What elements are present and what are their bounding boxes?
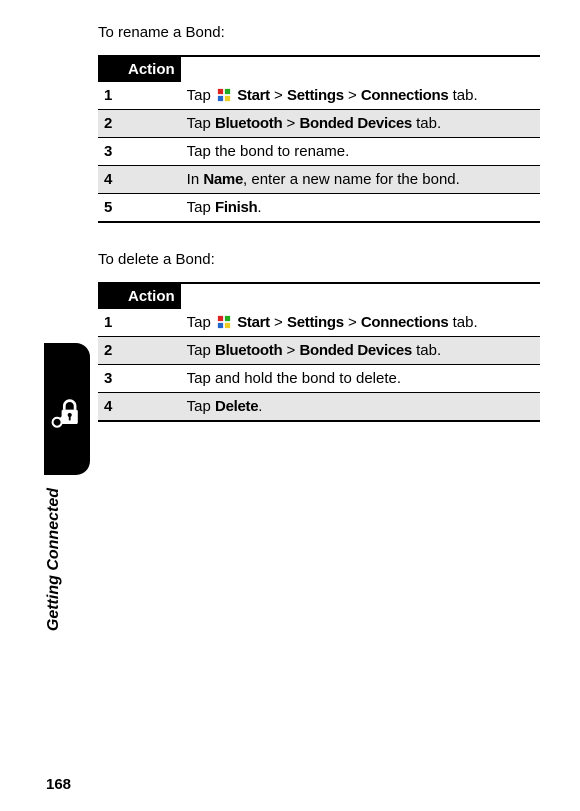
table-row: 2Tap Bluetooth > Bonded Devices tab.: [98, 110, 540, 138]
step-number: 2: [98, 110, 181, 138]
step-number: 3: [98, 365, 181, 393]
step-number: 3: [98, 138, 181, 166]
step-action: Tap the bond to rename.: [181, 138, 540, 166]
step-action: Tap and hold the bond to delete.: [181, 365, 540, 393]
page-number: 168: [46, 776, 71, 793]
step-action: Tap Bluetooth > Bonded Devices tab.: [181, 337, 540, 365]
step-number: 4: [98, 166, 181, 194]
step-action: In Name, enter a new name for the bond.: [181, 166, 540, 194]
delete-table: Action 1Tap Start > Settings > Connectio…: [98, 282, 540, 422]
step-number: 4: [98, 393, 181, 422]
step-action: Tap Start > Settings > Connections tab.: [181, 82, 540, 110]
step-number: 1: [98, 309, 181, 337]
step-number: 5: [98, 194, 181, 223]
step-action: Tap Finish.: [181, 194, 540, 223]
lock-key-icon: [49, 397, 85, 433]
step-action: Tap Bluetooth > Bonded Devices tab.: [181, 110, 540, 138]
windows-start-icon: [217, 315, 231, 329]
step-action: Tap Delete.: [181, 393, 540, 422]
step-number: 1: [98, 82, 181, 110]
step-action: Tap Start > Settings > Connections tab.: [181, 309, 540, 337]
step-number: 2: [98, 337, 181, 365]
rename-table: Action 1Tap Start > Settings > Connectio…: [98, 55, 540, 223]
table-row: 3Tap and hold the bond to delete.: [98, 365, 540, 393]
table-header: Action: [98, 56, 181, 82]
intro-delete: To delete a Bond:: [98, 251, 540, 268]
table-row: 3Tap the bond to rename.: [98, 138, 540, 166]
windows-start-icon: [217, 88, 231, 102]
table-row: 2Tap Bluetooth > Bonded Devices tab.: [98, 337, 540, 365]
section-label: Getting Connected: [45, 488, 63, 631]
side-tab: [44, 343, 90, 475]
table-row: 4Tap Delete.: [98, 393, 540, 422]
table-row: 1Tap Start > Settings > Connections tab.: [98, 82, 540, 110]
table-row: 4In Name, enter a new name for the bond.: [98, 166, 540, 194]
table-header: Action: [98, 283, 181, 309]
table-row: 5Tap Finish.: [98, 194, 540, 223]
table-row: 1Tap Start > Settings > Connections tab.: [98, 309, 540, 337]
intro-rename: To rename a Bond:: [98, 24, 540, 41]
